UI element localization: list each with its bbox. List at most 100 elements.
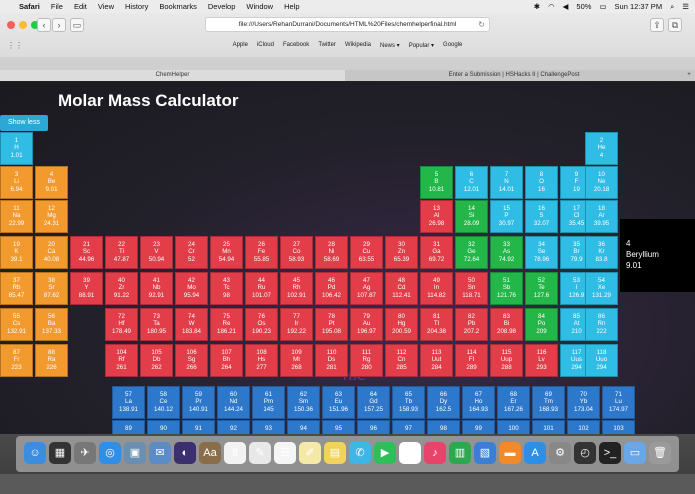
- element-cell[interactable]: 45 Rh 102.91: [280, 272, 313, 305]
- element-cell[interactable]: 42 Mo 95.94: [175, 272, 208, 305]
- preferences-icon[interactable]: ⚙: [549, 442, 571, 464]
- element-cell[interactable]: 107 Bh 264: [210, 344, 243, 377]
- element-cell[interactable]: 44 Ru 101.07: [245, 272, 278, 305]
- element-cell[interactable]: 59 Pr 140.91: [182, 386, 215, 419]
- volume-icon[interactable]: ◀: [562, 2, 569, 11]
- element-cell[interactable]: 79 Au 196.97: [350, 308, 383, 341]
- tab-challengepost[interactable]: Enter a Submission | HSHacks II | Challe…: [345, 70, 683, 81]
- forward-button[interactable]: ›: [52, 18, 66, 32]
- element-cell[interactable]: 23 V 50.94: [140, 236, 173, 269]
- fav-icloud[interactable]: iCloud: [256, 42, 274, 48]
- element-cell[interactable]: 4 Be 9.01: [35, 166, 68, 199]
- element-cell[interactable]: 54 Xe 131.29: [585, 272, 618, 305]
- element-cell[interactable]: 10 Ne 20.18: [585, 166, 618, 199]
- element-cell[interactable]: 88 Ra 226: [35, 344, 68, 377]
- messages-icon[interactable]: ✆: [349, 442, 371, 464]
- element-cell[interactable]: 77 Ir 192.22: [280, 308, 313, 341]
- element-cell[interactable]: 13 Al 26.98: [420, 200, 453, 233]
- element-cell[interactable]: 69 Tm 168.93: [532, 386, 565, 419]
- menu-edit[interactable]: Edit: [73, 2, 87, 11]
- element-cell[interactable]: 102: [567, 420, 600, 434]
- element-cell[interactable]: 39 Y 88.91: [70, 272, 103, 305]
- element-cell[interactable]: 21 Sc 44.96: [70, 236, 103, 269]
- element-cell[interactable]: 92: [217, 420, 250, 434]
- element-cell[interactable]: 108 Hs 277: [245, 344, 278, 377]
- element-cell[interactable]: 70 Yb 173.04: [567, 386, 600, 419]
- element-cell[interactable]: 82 Pb 207.2: [455, 308, 488, 341]
- calendar-icon[interactable]: 8: [224, 442, 246, 464]
- element-cell[interactable]: 73 Ta 180.95: [140, 308, 173, 341]
- notification-center-icon[interactable]: ☰: [682, 2, 689, 11]
- finder-icon[interactable]: ☺: [24, 442, 46, 464]
- element-cell[interactable]: 104 Rf 261: [105, 344, 138, 377]
- zoom-window-button[interactable]: [31, 21, 39, 29]
- element-cell[interactable]: 64 Gd 157.25: [357, 386, 390, 419]
- element-cell[interactable]: 95: [322, 420, 355, 434]
- address-bar[interactable]: file:///Users/RehanDurrani/Documents/HTM…: [205, 17, 490, 32]
- menu-file[interactable]: File: [50, 2, 63, 11]
- element-cell[interactable]: 1 H 1.01: [0, 132, 33, 165]
- element-cell[interactable]: 36 Kr 83.8: [585, 236, 618, 269]
- reload-icon[interactable]: ↻: [478, 20, 485, 29]
- app-menu[interactable]: Safari: [19, 2, 40, 11]
- element-cell[interactable]: 29 Cu 63.55: [350, 236, 383, 269]
- dictionary-icon[interactable]: Aa: [199, 442, 221, 464]
- element-cell[interactable]: 32 Ge 72.64: [455, 236, 488, 269]
- element-cell[interactable]: 105 Db 262: [140, 344, 173, 377]
- element-cell[interactable]: 34 Se 78.96: [525, 236, 558, 269]
- fav-twitter[interactable]: Twitter: [318, 42, 336, 48]
- facetime-icon[interactable]: ▶: [374, 442, 396, 464]
- element-cell[interactable]: 50 Sn 118.71: [455, 272, 488, 305]
- top-sites-icon[interactable]: ⋮⋮: [7, 41, 23, 50]
- element-cell[interactable]: 52 Te 127.6: [525, 272, 558, 305]
- element-cell[interactable]: 101: [532, 420, 565, 434]
- element-cell[interactable]: 38 Sr 87.62: [35, 272, 68, 305]
- search-icon[interactable]: ⌕: [670, 1, 675, 11]
- element-cell[interactable]: 31 Ga 69.72: [420, 236, 453, 269]
- mission-control-icon[interactable]: ▦: [49, 442, 71, 464]
- element-cell[interactable]: 110 Ds 281: [315, 344, 348, 377]
- tab-chemhelper[interactable]: ChemHelper: [0, 70, 345, 81]
- element-cell[interactable]: 2 He 4: [585, 132, 618, 165]
- element-cell[interactable]: 24 Cr 52: [175, 236, 208, 269]
- folder-icon[interactable]: ▭: [624, 442, 646, 464]
- element-cell[interactable]: 87 Fr 223: [0, 344, 33, 377]
- element-cell[interactable]: 116 Lv 293: [525, 344, 558, 377]
- element-cell[interactable]: 71 Lu 174.97: [602, 386, 635, 419]
- minimize-window-button[interactable]: [19, 21, 27, 29]
- element-cell[interactable]: 61 Pm 145: [252, 386, 285, 419]
- element-cell[interactable]: 19 K 39.1: [0, 236, 33, 269]
- element-cell[interactable]: 113 Uut 284: [420, 344, 453, 377]
- books-icon[interactable]: ▬: [499, 442, 521, 464]
- element-cell[interactable]: 81 Tl 204.38: [420, 308, 453, 341]
- bluetooth-icon[interactable]: ✱: [533, 2, 541, 11]
- element-cell[interactable]: 20 Ca 40.08: [35, 236, 68, 269]
- element-cell[interactable]: 57 La 138.91: [112, 386, 145, 419]
- element-cell[interactable]: 114 Fl 289: [455, 344, 488, 377]
- element-cell[interactable]: 16 S 32.07: [525, 200, 558, 233]
- element-cell[interactable]: 74 W 183.84: [175, 308, 208, 341]
- element-cell[interactable]: 12 Mg 24.31: [35, 200, 68, 233]
- element-cell[interactable]: 5 B 10.81: [420, 166, 453, 199]
- show-less-button[interactable]: Show less: [0, 115, 48, 131]
- tabs-overview-icon[interactable]: ⧉: [668, 18, 682, 32]
- element-cell[interactable]: 118 Uuo 294: [585, 344, 618, 377]
- terminal-icon[interactable]: >_: [599, 442, 621, 464]
- element-cell[interactable]: 58 Ce 140.12: [147, 386, 180, 419]
- menu-view[interactable]: View: [97, 2, 115, 11]
- element-cell[interactable]: 80 Hg 200.59: [385, 308, 418, 341]
- element-cell[interactable]: 112 Cn 285: [385, 344, 418, 377]
- element-cell[interactable]: 46 Pd 106.42: [315, 272, 348, 305]
- menu-history[interactable]: History: [125, 2, 149, 11]
- element-cell[interactable]: 76 Os 190.23: [245, 308, 278, 341]
- element-cell[interactable]: 100: [497, 420, 530, 434]
- fav-google[interactable]: Google: [443, 42, 463, 48]
- element-cell[interactable]: 47 Ag 107.87: [350, 272, 383, 305]
- element-cell[interactable]: 65 Tb 158.93: [392, 386, 425, 419]
- element-cell[interactable]: 26 Fe 55.85: [245, 236, 278, 269]
- element-cell[interactable]: 28 Ni 58.69: [315, 236, 348, 269]
- element-cell[interactable]: 22 Ti 47.87: [105, 236, 138, 269]
- photos-icon[interactable]: ✿: [399, 442, 421, 464]
- element-cell[interactable]: 66 Dy 162.5: [427, 386, 460, 419]
- element-cell[interactable]: 11 Na 22.99: [0, 200, 33, 233]
